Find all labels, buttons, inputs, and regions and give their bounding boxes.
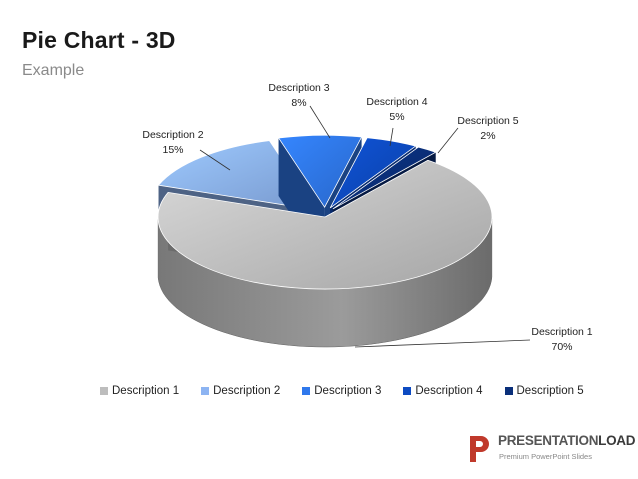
legend-label: Description 5 (516, 385, 584, 397)
logo-p-icon (470, 436, 489, 462)
pie-slice-top-2 (157, 140, 317, 211)
data-label-value-3: 8% (291, 97, 306, 109)
data-label-name-5: Description 5 (457, 115, 518, 127)
data-label-value-4: 5% (389, 111, 404, 123)
legend-label: Description 2 (213, 385, 281, 397)
leader-line-1 (354, 339, 531, 348)
logo-wordmark: PRESENTATIONLOAD (498, 433, 636, 448)
logo-name-light: PRESENTATION (498, 433, 599, 448)
data-label-value-1: 70% (551, 341, 572, 353)
page-subtitle: Example (22, 62, 85, 79)
legend-item: Description 3 (302, 385, 381, 397)
legend-swatch (201, 387, 210, 395)
pie-slice-top-5 (332, 146, 437, 210)
data-label-name-2: Description 2 (142, 129, 203, 141)
legend-label: Description 3 (314, 385, 382, 397)
chart-legend: Description 1 Description 2 Description … (100, 385, 584, 397)
leader-line-2 (199, 149, 231, 171)
data-label-name-4: Description 4 (366, 96, 427, 108)
leader-line-4 (389, 127, 394, 147)
page-title: Pie Chart - 3D (22, 27, 176, 53)
legend-item: Description 5 (504, 385, 584, 397)
pie-slice-top-3 (277, 134, 363, 208)
data-label-name-1: Description 1 (531, 326, 592, 338)
pie-slice-top-4 (329, 137, 417, 209)
legend-swatch (100, 387, 108, 395)
data-label-name-3: Description 3 (268, 82, 329, 94)
leader-line-3 (309, 105, 331, 139)
presentationload-logo: PRESENTATIONLOAD Premium PowerPoint Slid… (468, 431, 636, 467)
leader-line-5 (437, 127, 459, 154)
pie-slice-top-1 (157, 159, 493, 290)
legend-label: Description 1 (112, 385, 180, 397)
legend-swatch (403, 387, 412, 395)
data-label-value-5: 2% (480, 130, 495, 142)
logo-name-bold: LOAD (598, 433, 636, 448)
data-label-value-2: 15% (162, 144, 183, 156)
legend-label: Description 4 (415, 385, 483, 397)
legend-item: Description 4 (403, 385, 483, 397)
legend-swatch (302, 387, 311, 395)
logo-tagline: Premium PowerPoint Slides (499, 452, 592, 461)
pie-slice-1 (157, 159, 493, 348)
legend-item: Description 1 (100, 385, 179, 397)
legend-item: Description 2 (201, 385, 280, 397)
legend-swatch (504, 387, 513, 395)
